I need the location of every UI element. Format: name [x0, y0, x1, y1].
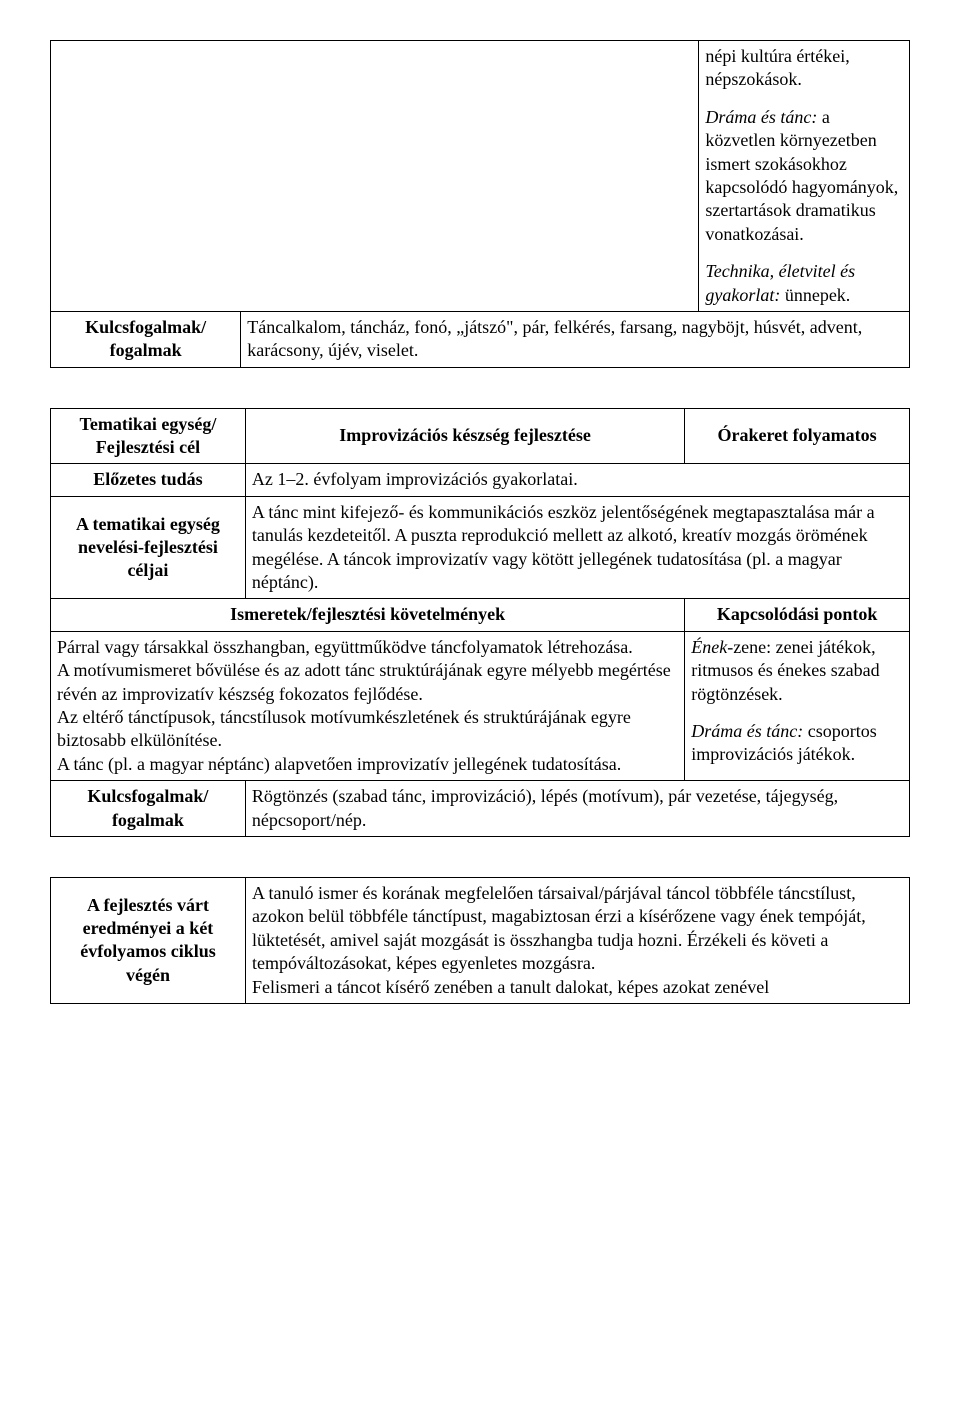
- t2-r3c1: Kapcsolódási pontok: [685, 599, 910, 631]
- t2-r4c1: Ének-zene: zenei játékok, ritmusos és én…: [685, 631, 910, 780]
- table-2: Tematikai egység/ Fejlesztési cél Improv…: [50, 408, 910, 837]
- t2-r4c0: Párral vagy társakkal összhangban, együt…: [51, 631, 685, 780]
- t2-r4c1-em1: Ének-: [691, 637, 733, 657]
- t1b-p3-rest: ünnepek.: [780, 285, 850, 305]
- t2-r1c0: Előzetes tudás: [51, 464, 246, 496]
- t2-r5c0: Kulcsfogalmak/ fogalmak: [51, 781, 246, 837]
- t2-r0c2: Órakeret folyamatos: [685, 408, 910, 464]
- t1b-empty: [51, 41, 699, 312]
- t1b-p2-em: Dráma és tánc:: [705, 107, 817, 127]
- t2-r5c1: Rögtönzés (szabad tánc, improvizáció), l…: [245, 781, 909, 837]
- t1b-p2: Dráma és tánc: a közvetlen környezetben …: [705, 106, 903, 246]
- t2-r2c1: A tánc mint kifejező- és kommunikációs e…: [245, 496, 909, 599]
- t1b-p3: Technika, életvitel és gyakorlat: ünnepe…: [705, 260, 903, 307]
- t1b-label: Kulcsfogalmak/ fogalmak: [51, 311, 241, 367]
- t2-r2c0: A tematikai egység nevelési-fejlesztési …: [51, 496, 246, 599]
- t2-r1c1: Az 1–2. évfolyam improvizációs gyakorlat…: [245, 464, 909, 496]
- t2-r0c0: Tematikai egység/ Fejlesztési cél: [51, 408, 246, 464]
- t1b-p2-rest: a közvetlen környezetben ismert szokások…: [705, 107, 898, 244]
- t1b-p1: népi kultúra értékei, népszokások.: [705, 45, 903, 92]
- t2-r4c1-em2: Dráma és tánc:: [691, 721, 803, 741]
- t2-r0c1: Improvizációs készség fejlesztése: [245, 408, 684, 464]
- table-3: A fejlesztés várt eredményei a két évfol…: [50, 877, 910, 1004]
- t2-r4c1-p1: Ének-zene: zenei játékok, ritmusos és én…: [691, 636, 903, 706]
- t2-r3c0: Ismeretek/fejlesztési követelmények: [51, 599, 685, 631]
- t2-r4c1-p2: Dráma és tánc: csoportos improvizációs j…: [691, 720, 903, 767]
- t3-r0c1: A tanuló ismer és korának megfelelően tá…: [246, 877, 910, 1003]
- t1b-right: népi kultúra értékei, népszokások. Dráma…: [699, 41, 910, 312]
- table-1b: népi kultúra értékei, népszokások. Dráma…: [50, 40, 910, 368]
- t1b-content: Táncalkalom, táncház, fonó, „játszó", pá…: [241, 311, 910, 367]
- t3-r0c0: A fejlesztés várt eredményei a két évfol…: [51, 877, 246, 1003]
